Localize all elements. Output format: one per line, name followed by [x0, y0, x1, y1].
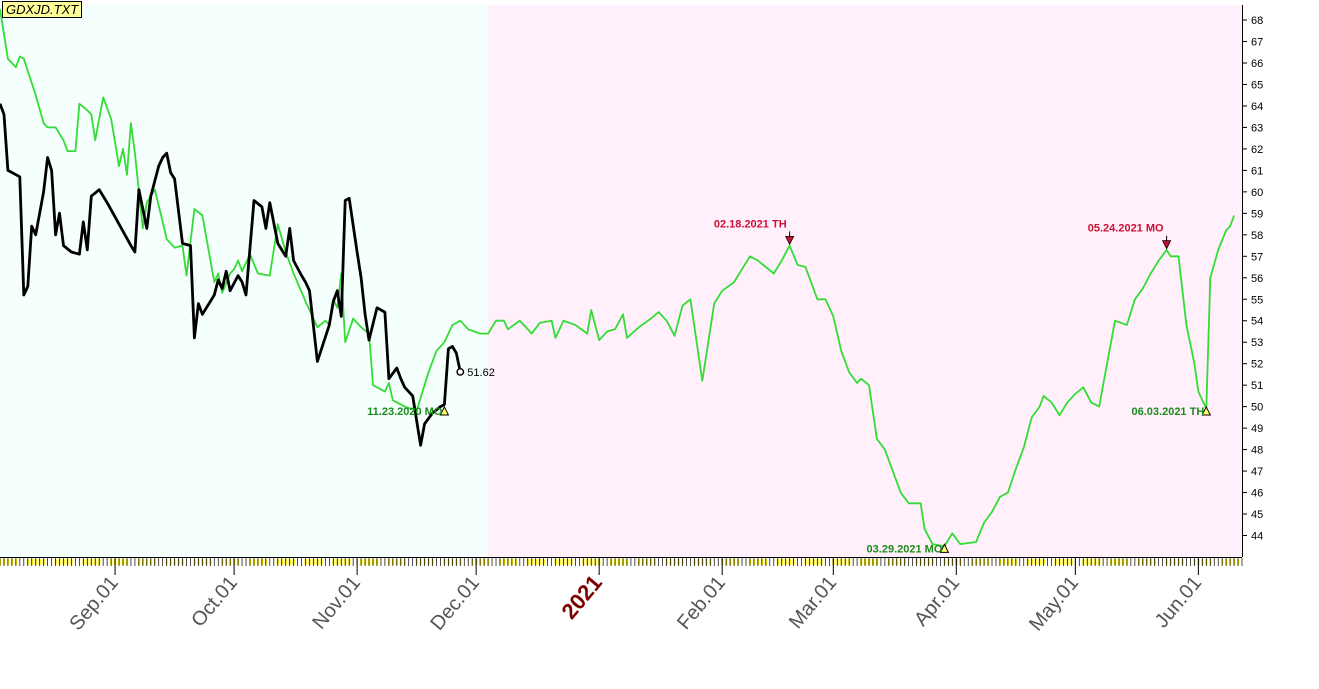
- y-tick-label: 52: [1251, 359, 1263, 371]
- y-tick-label: 64: [1251, 101, 1263, 113]
- y-tick-label: 53: [1251, 337, 1263, 349]
- y-tick-label: 47: [1251, 466, 1263, 478]
- x-tick-label: Nov.01: [308, 572, 365, 634]
- y-tick-label: 48: [1251, 445, 1263, 457]
- series-line-green: [0, 9, 1235, 548]
- y-tick-label: 55: [1251, 294, 1263, 306]
- day-cell: [0, 559, 2, 565]
- last-value-marker: [456, 367, 465, 376]
- file-label: GDXJD.TXT: [2, 1, 83, 18]
- y-tick-label: 65: [1251, 79, 1263, 91]
- y-tick-label: 59: [1251, 208, 1263, 220]
- x-tick-label: Jun.01: [1151, 572, 1206, 632]
- turning-point-marker: [1161, 240, 1172, 250]
- y-tick-label: 66: [1251, 58, 1263, 70]
- y-tick-label: 56: [1251, 273, 1263, 285]
- y-tick-label: 62: [1251, 144, 1263, 156]
- y-tick-label: 68: [1251, 15, 1263, 27]
- x-tick-label: Apr.01: [910, 572, 964, 630]
- turning-point-label: 06.03.2021 TH: [1132, 406, 1205, 418]
- x-tick-label: May.01: [1025, 572, 1083, 635]
- x-tick-label: 2021: [556, 570, 607, 624]
- background-region-1: [488, 5, 1242, 557]
- y-tick-label: 63: [1251, 122, 1263, 134]
- turning-point-label: 05.24.2021 MO: [1088, 223, 1164, 235]
- turning-point-marker: [784, 236, 795, 246]
- x-tick-label: Dec.01: [426, 572, 484, 635]
- turning-point-label: 11.23.2020 MO: [367, 406, 443, 418]
- y-tick-label: 51: [1251, 380, 1263, 392]
- y-tick-label: 45: [1251, 509, 1263, 521]
- y-tick-label: 67: [1251, 37, 1263, 49]
- x-tick-label: Oct.01: [187, 572, 242, 631]
- y-tick-label: 60: [1251, 187, 1263, 199]
- turning-point-label: 03.29.2021 MO: [867, 543, 943, 555]
- y-tick-label: 44: [1251, 531, 1263, 543]
- y-tick-label: 61: [1251, 165, 1263, 177]
- y-tick-label: 49: [1251, 423, 1263, 435]
- turning-point-marker: [439, 405, 450, 416]
- turning-point-label: 02.18.2021 TH: [714, 218, 787, 230]
- series-line-black: [0, 103, 462, 447]
- last-value-label: 51.62: [467, 367, 495, 379]
- x-tick-label: Sep.01: [65, 572, 123, 635]
- y-tick-label: 50: [1251, 402, 1263, 414]
- x-tick-label: Mar.01: [785, 572, 841, 633]
- background-region-0: [0, 5, 489, 557]
- y-tick-label: 58: [1251, 230, 1263, 242]
- turning-point-marker: [939, 543, 950, 553]
- y-tick-label: 46: [1251, 488, 1263, 500]
- y-tick-label: 54: [1251, 316, 1263, 328]
- x-tick-label: Feb.01: [673, 572, 730, 634]
- y-tick-label: 57: [1251, 251, 1263, 263]
- turning-point-marker: [1201, 405, 1212, 416]
